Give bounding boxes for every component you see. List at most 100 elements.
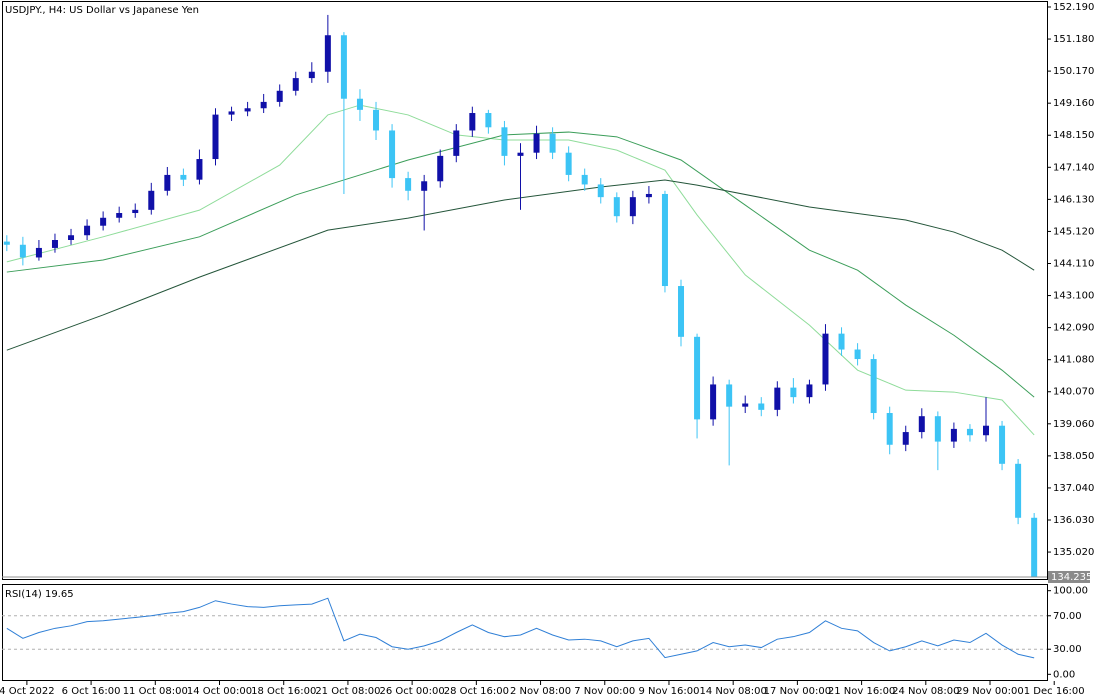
candle-body: [758, 403, 765, 410]
candle-body: [597, 184, 604, 198]
candle-body: [35, 247, 42, 258]
candle-body: [661, 193, 668, 287]
candle-body: [340, 35, 347, 99]
x-tick-label: 18 Oct 16:00: [251, 686, 316, 697]
candle-body: [51, 240, 58, 248]
x-tick-label: 14 Nov 08:00: [699, 686, 766, 697]
last-price-box: [1048, 570, 1090, 583]
y-tick-label: 100.00: [1053, 586, 1088, 597]
candle-body: [437, 155, 444, 182]
candle-body: [645, 193, 652, 198]
candle-body: [196, 159, 203, 180]
candle-body: [100, 217, 107, 226]
candle-body: [565, 152, 572, 175]
y-tick-label: 152.190: [1053, 2, 1094, 13]
candle-body: [453, 130, 460, 156]
candle-body: [886, 413, 893, 445]
candle-body: [469, 113, 476, 131]
candle-body: [116, 213, 123, 218]
candle-body: [629, 197, 636, 217]
candle-body: [854, 349, 861, 360]
candle-body: [726, 384, 733, 407]
candle-body: [1015, 463, 1022, 518]
x-tick-label: 9 Nov 16:00: [638, 686, 699, 697]
candle-body: [533, 133, 540, 153]
candle-body: [710, 384, 717, 420]
candle-body: [276, 90, 283, 102]
y-tick-label: 146.130: [1053, 194, 1094, 205]
candle-body: [260, 101, 267, 109]
candle-body: [501, 127, 508, 156]
last-price-label: 134.235: [1051, 572, 1092, 583]
rsi-line: [6, 597, 1035, 659]
x-tick-label: 14 Oct 00:00: [187, 686, 252, 697]
candle-body: [84, 225, 91, 236]
candle-body: [485, 113, 492, 128]
candle-body: [405, 178, 412, 191]
candle-body: [212, 114, 219, 160]
candle-body: [308, 71, 315, 79]
candle-body: [164, 174, 171, 191]
candle-body: [68, 235, 75, 240]
y-tick-label: 149.160: [1053, 98, 1094, 109]
candle-body: [244, 108, 251, 112]
y-tick-label: 0.00: [1053, 669, 1075, 680]
x-tick-label: 2 Nov 08:00: [510, 686, 571, 697]
candle-body: [132, 209, 139, 214]
x-tick-label: 24 Nov 08:00: [892, 686, 959, 697]
x-tick-label: 28 Oct 16:00: [444, 686, 509, 697]
x-tick-label: 21 Nov 16:00: [828, 686, 895, 697]
candle-body: [694, 336, 701, 420]
y-tick-label: 145.120: [1053, 226, 1094, 237]
y-tick-label: 144.110: [1053, 258, 1094, 269]
candle-body: [148, 190, 155, 210]
candle-body: [983, 425, 990, 436]
candle-body: [517, 152, 524, 156]
y-tick-label: 138.050: [1053, 451, 1094, 462]
y-tick-label: 135.020: [1053, 547, 1094, 558]
y-tick-label: 139.060: [1053, 419, 1094, 430]
y-tick-label: 151.180: [1053, 34, 1094, 45]
candle-body: [356, 98, 363, 110]
candle-body: [934, 416, 941, 442]
x-tick-label: 1 Dec 16:00: [1024, 686, 1085, 697]
panel-title: USDJPY., H4: US Dollar vs Japanese Yen: [5, 5, 199, 16]
panel-title: RSI(14) 19.65: [5, 589, 74, 600]
candle-body: [678, 286, 685, 337]
moving-average: [6, 104, 1035, 436]
candle-body: [613, 197, 620, 217]
candle-body: [421, 181, 428, 191]
x-tick-label: 7 Nov 00:00: [574, 686, 635, 697]
candle-body: [581, 174, 588, 185]
candle-body: [324, 35, 331, 72]
candle-body: [549, 133, 556, 153]
x-tick-label: 17 Nov 00:00: [764, 686, 831, 697]
y-tick-label: 141.080: [1053, 355, 1094, 366]
candle-body: [373, 109, 380, 131]
y-tick-label: 147.140: [1053, 162, 1094, 173]
candle-body: [180, 174, 187, 180]
candle-body: [966, 428, 973, 436]
candle-body: [774, 387, 781, 410]
candle-body: [1031, 517, 1038, 577]
y-tick-label: 136.030: [1053, 515, 1094, 526]
x-tick-label: 26 Oct 00:00: [380, 686, 445, 697]
x-tick-label: 4 Oct 2022: [0, 686, 55, 697]
y-tick-label: 70.00: [1053, 611, 1082, 622]
candle-body: [838, 333, 845, 350]
price-frame: [2, 1, 1048, 580]
candle-body: [389, 130, 396, 179]
x-tick-label: 11 Oct 08:00: [123, 686, 188, 697]
candle-body: [790, 387, 797, 398]
x-tick-label: 6 Oct 16:00: [62, 686, 121, 697]
candle-body: [3, 241, 10, 245]
y-tick-label: 143.100: [1053, 291, 1094, 302]
y-tick-label: 148.150: [1053, 130, 1094, 141]
moving-average: [6, 131, 1035, 398]
y-tick-label: 150.170: [1053, 66, 1094, 77]
x-tick-label: 29 Nov 00:00: [956, 686, 1023, 697]
y-tick-label: 137.040: [1053, 483, 1094, 494]
rsi-frame: [2, 584, 1048, 681]
